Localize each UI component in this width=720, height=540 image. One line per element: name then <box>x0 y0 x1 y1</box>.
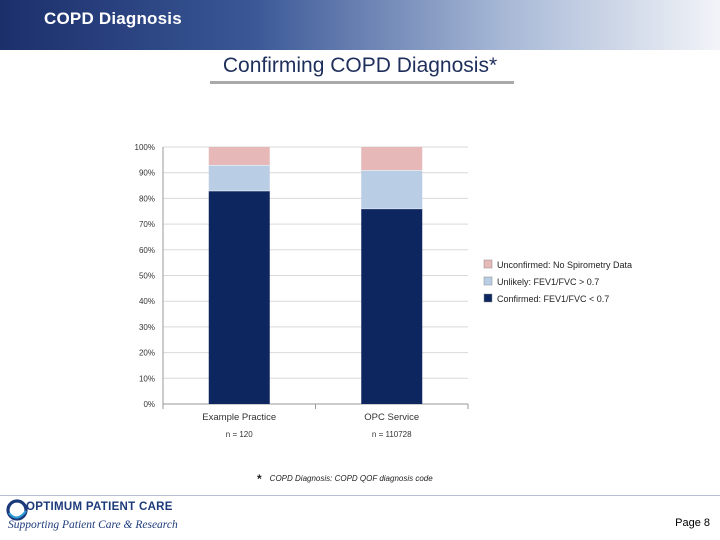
legend-swatch <box>483 276 493 286</box>
slide-title: Confirming COPD Diagnosis* <box>222 54 498 77</box>
stacked-bar-chart: 0% 10% 20% 30% 40% 50% 60% 70% 80% 90% 100% Example… <box>135 143 633 439</box>
legend-label: Unlikely: FEV1/FVC > 0.7 <box>497 277 599 287</box>
x-category-label: OPC Service <box>364 412 419 423</box>
sample-size-label: n = 110728 <box>372 430 412 439</box>
y-tick-label: 20% <box>139 349 155 358</box>
y-tick-label: 60% <box>139 246 155 255</box>
footnote: * COPD Diagnosis: COPD QOF diagnosis code <box>257 472 433 486</box>
y-tick-label: 0% <box>143 400 155 409</box>
footnote-asterisk: * <box>257 472 262 486</box>
y-tick-label: 80% <box>139 194 155 203</box>
footnote-text: COPD Diagnosis: COPD QOF diagnosis code <box>269 474 433 483</box>
header-band: COPD Diagnosis <box>0 0 720 50</box>
y-tick-label: 40% <box>139 297 155 306</box>
bar-segment <box>361 170 423 209</box>
title-underline <box>210 81 514 84</box>
y-tick-label: 30% <box>139 323 155 332</box>
legend-label: Unconfirmed: No Spirometry Data <box>497 260 632 270</box>
y-tick-label: 50% <box>139 272 155 281</box>
y-tick-label: 70% <box>139 220 155 229</box>
header-title: COPD Diagnosis <box>44 9 182 28</box>
legend-swatch <box>483 259 493 269</box>
x-category-label: Example Practice <box>202 412 276 423</box>
y-tick-label: 90% <box>139 169 155 178</box>
bar-segment <box>208 164 270 191</box>
legend-swatch <box>483 293 493 303</box>
logo-tagline: Supporting Patient Care & Research <box>8 519 178 531</box>
y-tick-label: 10% <box>139 374 155 383</box>
bar-segment <box>361 208 423 404</box>
page-number: Page 8 <box>675 517 710 529</box>
bar-segment <box>208 147 270 165</box>
y-tick-label: 100% <box>135 143 155 152</box>
logo-name: OPTIMUM PATIENT CARE <box>26 501 173 513</box>
bar-segment <box>361 147 423 171</box>
bar-segment <box>208 190 270 404</box>
legend-label: Confirmed: FEV1/FVC < 0.7 <box>497 294 609 304</box>
sample-size-label: n = 120 <box>226 430 253 439</box>
opc-logo-icon <box>6 499 28 521</box>
footer-divider <box>0 495 720 496</box>
